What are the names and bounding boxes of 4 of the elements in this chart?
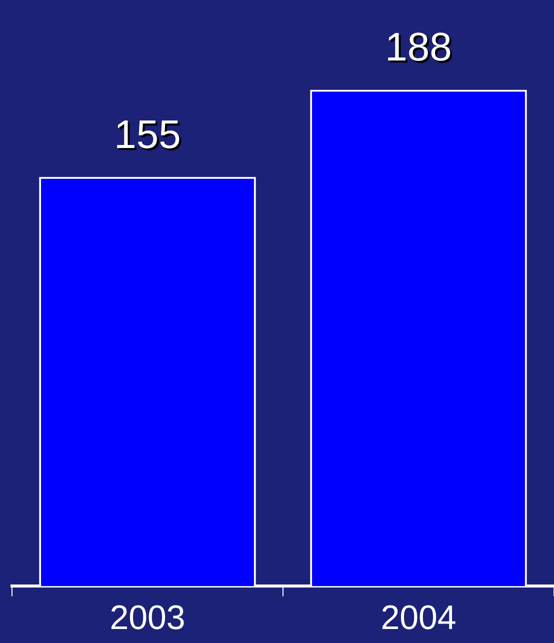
x-tick-label: 2004 [380,598,456,637]
x-tick-label: 2003 [110,598,186,637]
data-label: 155 [116,114,183,159]
data-label: 188 [387,28,454,72]
